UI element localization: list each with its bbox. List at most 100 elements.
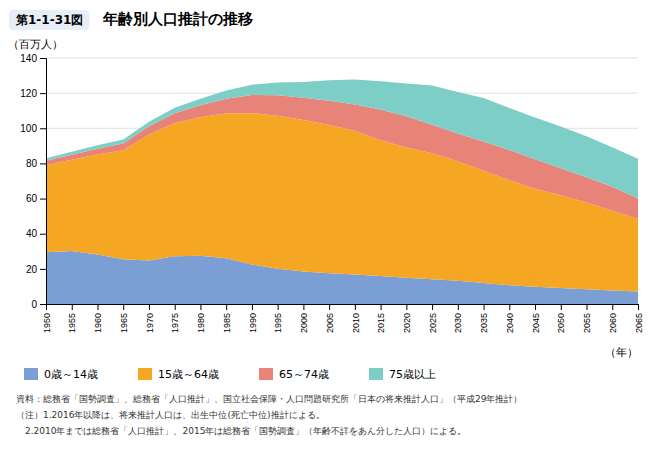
tick-mark [40,93,46,94]
tick-label: 0 [31,299,37,310]
tick-mark [200,304,201,310]
legend-label: 15歳～64歳 [158,368,219,381]
grid [46,58,638,304]
tick-label: 2050 [556,313,566,333]
tick: 1980 [196,304,206,333]
tick-mark [40,269,46,270]
figure-label: 第1-1-31図 [15,13,83,27]
tick-mark [587,304,588,310]
tick-mark [40,304,46,305]
area [46,79,638,198]
tick-mark [612,304,613,310]
title: 年齢別人口推計の推移 [102,10,253,28]
tick: 120 [20,88,46,99]
tick-mark [329,304,330,310]
tick-label: 1975 [170,313,180,333]
tick: 2040 [505,304,515,333]
tick-label: 1960 [93,313,103,333]
tick-label: 1965 [119,313,129,333]
tick-mark [149,304,150,310]
note: （注）1.2016年以降は、将来推計人口は、出生中位(死亡中位)推計による。 [16,410,325,420]
y-axis-label: （百万人） [8,38,63,51]
tick-label: 1950 [42,313,52,333]
tick-mark [458,304,459,310]
tick: 2035 [479,304,489,333]
tick-mark [535,304,536,310]
legend-label: 75歳以上 [389,368,436,381]
chart: 第1-1-31図年齢別人口推計の推移0204060801001201401950… [0,0,664,467]
legend-item: 65～74歳 [259,368,329,381]
tick: 1970 [145,304,155,333]
tick: 2045 [531,304,541,333]
tick-mark [638,304,639,310]
x-axis: 1950 1955 1960 1965 1970 1975 1980 1985 1990 1995… [42,304,644,333]
legend: 0歳～14歳 15歳～64歳 65～74歳 75歳以上 [24,368,436,381]
tick-mark [406,304,407,310]
tick-mark [226,304,227,310]
notes: 資料：総務省「国勢調査」、総務省「人口推計」、国立社会保障・人口問題研究所「日本… [16,394,522,436]
tick-label: 2025 [428,313,438,333]
tick-label: 2015 [376,313,386,333]
tick-label: 2005 [325,313,335,333]
tick-mark [40,163,46,164]
legend-swatch [138,368,152,380]
note: 資料：総務省「国勢調査」、総務省「人口推計」、国立社会保障・人口問題研究所「日本… [16,394,522,404]
axis-line [47,305,639,311]
tick-mark [278,304,279,310]
tick: 2015 [376,304,386,333]
tick-mark [46,304,47,310]
tick: 140 [20,53,46,64]
tick-label: 2035 [479,313,489,333]
legend-item: 15歳～64歳 [138,368,219,381]
tick-label: 1985 [222,313,232,333]
tick: 2000 [299,304,309,333]
tick-label: 1955 [67,313,77,333]
tick-label: 100 [20,123,37,134]
tick-label: 2000 [299,313,309,333]
legend-swatch [259,368,273,380]
tick-mark [40,58,46,59]
figure-label-badge [9,10,89,30]
tick: 60 [26,193,46,204]
tick-label: 1995 [273,313,283,333]
tick: 2025 [428,304,438,333]
tick: 2030 [453,304,463,333]
tick-mark [484,304,485,310]
tick-label: 2055 [582,313,592,333]
tick-label: 2030 [453,313,463,333]
tick-mark [509,304,510,310]
tick: 1995 [273,304,283,333]
tick: 100 [20,123,46,134]
tick-label: 20 [26,264,38,275]
tick: 80 [26,158,46,169]
tick-mark [252,304,253,310]
legend-swatch [24,368,38,380]
legend-label: 0歳～14歳 [44,368,98,381]
y-axis: 0 20 40 60 80 100 120 140 [20,53,46,310]
tick: 1950 [42,304,52,333]
tick: 2060 [608,304,618,333]
tick: 2050 [556,304,566,333]
tick: 2055 [582,304,592,333]
grid-line [46,58,638,59]
tick: 1985 [222,304,232,333]
tick-mark [40,234,46,235]
tick-label: 2045 [531,313,541,333]
tick-mark [381,304,382,310]
tick: 20 [26,264,46,275]
tick: 2065 [634,304,644,333]
tick: 1990 [248,304,258,333]
tick-mark [40,128,46,129]
tick-label: 140 [20,53,37,64]
tick-mark [123,304,124,310]
legend-item: 75歳以上 [369,368,436,381]
tick-label: 120 [20,88,37,99]
tick-mark [303,304,304,310]
tick-label: 1970 [145,313,155,333]
tick-label: 2060 [608,313,618,333]
tick-label: 40 [26,228,38,239]
tick: 1965 [119,304,129,333]
tick: 0 [31,299,46,310]
legend-item: 0歳～14歳 [24,368,98,381]
note: 2.2010年までは総務省「人口推計」、2015年は総務省「国勢調査」（年齢不詳… [16,426,466,436]
